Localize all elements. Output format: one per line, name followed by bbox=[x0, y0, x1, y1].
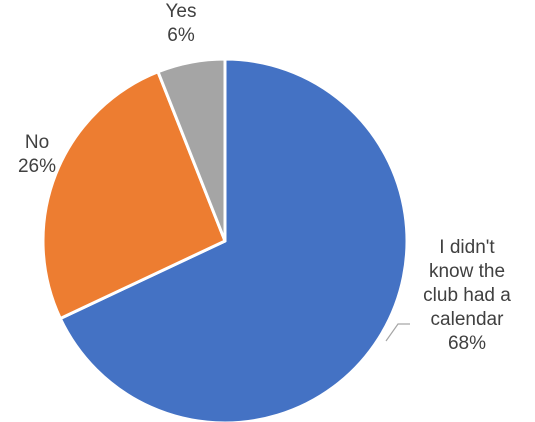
pie-label-calendar: I didn't know the club had a calendar 68% bbox=[423, 237, 511, 354]
pie-value-label-yes: 6% bbox=[167, 25, 195, 46]
pie-category-label-no: No bbox=[25, 132, 49, 153]
pie-category-label-yes: Yes bbox=[166, 1, 197, 22]
pie-label-yes: Yes 6% bbox=[166, 1, 197, 46]
leader-lines bbox=[385, 323, 410, 342]
pie-slice-calendar bbox=[58, 57, 409, 422]
leader-line-calendar bbox=[385, 323, 410, 342]
pie-slice-no bbox=[41, 70, 227, 320]
pie-category-label-calendar: club had a bbox=[423, 285, 511, 306]
pie-labels: I didn't know the club had a calendar 68% No 2… bbox=[18, 1, 511, 354]
pie-label-no: No 26% bbox=[18, 132, 56, 177]
pie-category-label-calendar: I didn't bbox=[439, 237, 495, 258]
pie-value-label-calendar: 68% bbox=[448, 333, 486, 354]
pie-slices bbox=[41, 57, 409, 422]
pie-category-label-calendar: know the bbox=[429, 261, 505, 282]
pie-slice-yes bbox=[156, 57, 227, 243]
pie-value-label-no: 26% bbox=[18, 156, 56, 177]
pie-category-label-calendar: calendar bbox=[431, 309, 505, 330]
